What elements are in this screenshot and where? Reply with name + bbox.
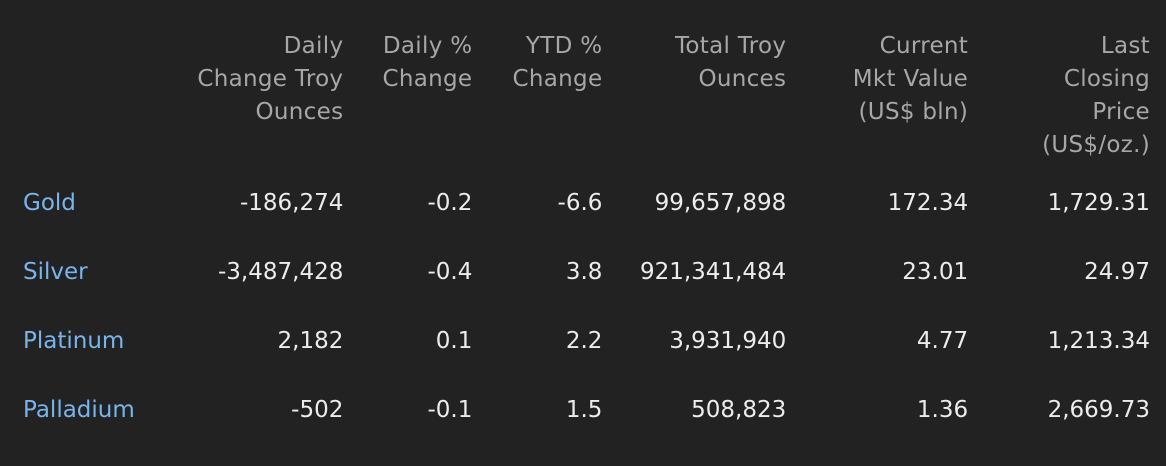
cell-ytd-pct-change: 2.2 xyxy=(565,327,603,354)
cell-daily-change-troy-ounces: -3,487,428 xyxy=(218,258,344,285)
cell-daily-pct-change: -0.1 xyxy=(427,396,473,423)
cell-total-troy-ounces: 3,931,940 xyxy=(669,327,787,354)
table-row-silver: Silver -3,487,428 -0.4 3.8 921,341,484 2… xyxy=(0,237,1150,306)
header-text: Change xyxy=(512,66,603,92)
cell-current-mkt-value: 172.34 xyxy=(887,189,969,216)
metal-link-palladium[interactable]: Palladium xyxy=(23,396,135,423)
header-text: Ounces xyxy=(255,99,344,125)
cell-current-mkt-value: 4.77 xyxy=(916,327,969,354)
cell-daily-change-troy-ounces: 2,182 xyxy=(277,327,344,354)
header-text: Daily % xyxy=(382,33,473,59)
cell-daily-pct-change: -0.2 xyxy=(427,189,473,216)
header-text: Price xyxy=(1092,99,1150,125)
header-text: Closing xyxy=(1063,66,1150,92)
cell-last-closing-price: 24.97 xyxy=(1084,258,1150,285)
header-current-mkt-value: Current Mkt Value (US$ bln) xyxy=(786,24,968,168)
cell-daily-pct-change: -0.4 xyxy=(427,258,473,285)
header-text: Ounces xyxy=(698,66,787,92)
header-text: Change Troy xyxy=(197,66,344,92)
cell-ytd-pct-change: 1.5 xyxy=(565,396,603,423)
header-text: (US$ bln) xyxy=(858,99,969,125)
header-last-closing-price: Last Closing Price (US$/oz.) xyxy=(968,24,1150,168)
cell-total-troy-ounces: 99,657,898 xyxy=(654,189,787,216)
header-text: Change xyxy=(382,66,473,92)
header-text: Last xyxy=(1100,33,1150,59)
header-text: YTD % xyxy=(525,33,603,59)
table-row-platinum: Platinum 2,182 0.1 2.2 3,931,940 4.77 1,… xyxy=(0,306,1150,375)
cell-last-closing-price: 2,669.73 xyxy=(1047,396,1150,423)
cell-daily-pct-change: 0.1 xyxy=(435,327,473,354)
cell-last-closing-price: 1,213.34 xyxy=(1047,327,1150,354)
header-total-troy-ounces: Total Troy Ounces xyxy=(602,24,786,168)
table-row-palladium: Palladium -502 -0.1 1.5 508,823 1.36 2,6… xyxy=(0,375,1150,444)
cell-total-troy-ounces: 921,341,484 xyxy=(639,258,787,285)
cell-total-troy-ounces: 508,823 xyxy=(691,396,787,423)
metal-link-gold[interactable]: Gold xyxy=(23,189,76,216)
header-text: Total Troy xyxy=(674,33,787,59)
header-text: Daily xyxy=(283,33,344,59)
header-daily-change-troy-ounces: Daily Change Troy Ounces xyxy=(163,24,344,168)
cell-current-mkt-value: 23.01 xyxy=(902,258,969,285)
header-text: Current xyxy=(879,33,969,59)
header-ytd-pct-change: YTD % Change xyxy=(472,24,603,168)
cell-daily-change-troy-ounces: -186,274 xyxy=(239,189,344,216)
cell-current-mkt-value: 1.36 xyxy=(916,396,969,423)
metal-link-platinum[interactable]: Platinum xyxy=(23,327,125,354)
cell-daily-change-troy-ounces: -502 xyxy=(291,396,344,423)
header-row: Daily Change Troy Ounces Daily % Change … xyxy=(0,24,1150,168)
cell-ytd-pct-change: -6.6 xyxy=(557,189,603,216)
header-text: (US$/oz.) xyxy=(1042,132,1150,158)
cell-last-closing-price: 1,729.31 xyxy=(1047,189,1150,216)
header-text: Mkt Value xyxy=(852,66,969,92)
metals-holdings-table: Daily Change Troy Ounces Daily % Change … xyxy=(0,24,1150,444)
cell-ytd-pct-change: 3.8 xyxy=(565,258,603,285)
header-daily-pct-change: Daily % Change xyxy=(343,24,473,168)
header-metal xyxy=(0,24,163,168)
table-row-gold: Gold -186,274 -0.2 -6.6 99,657,898 172.3… xyxy=(0,168,1150,237)
metal-link-silver[interactable]: Silver xyxy=(23,258,88,285)
